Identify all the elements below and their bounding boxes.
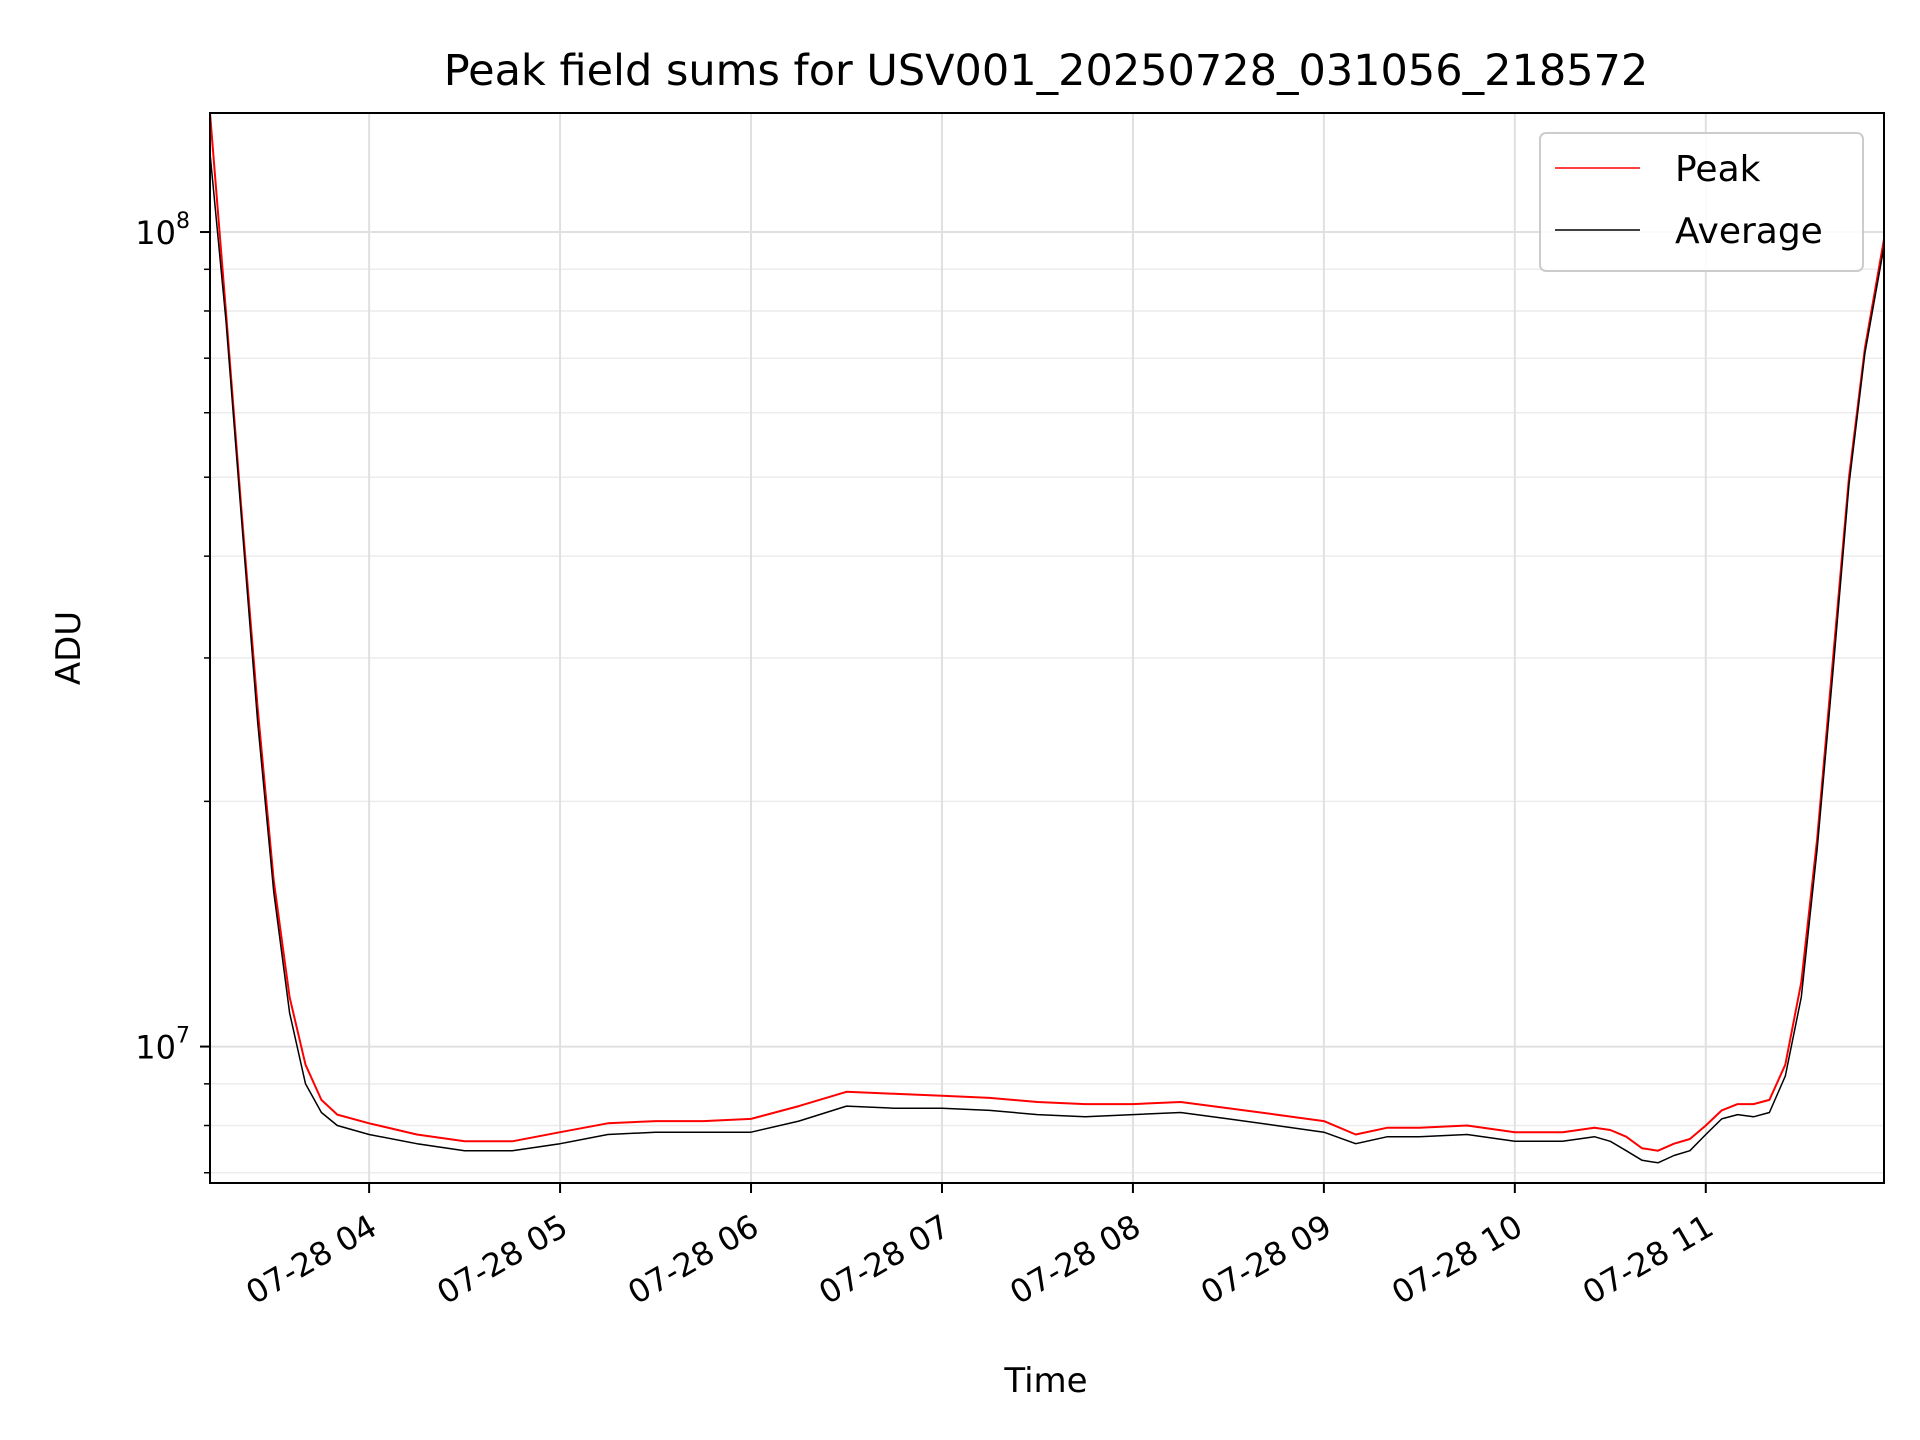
plot-frame [209,112,1885,1184]
y-tick-label: 108 [135,209,190,252]
chart-title: Peak field sums for USV001_20250728_0310… [444,46,1649,96]
legend-average-label: Average [1675,211,1823,252]
y-axis-label: ADU [49,611,89,685]
series-line-peak [209,112,1885,1152]
x-axis-label: Time [1003,1361,1087,1401]
y-axis: 107 108 [135,209,210,1174]
series-line-average [209,153,1885,1164]
y-tick-label: 107 [135,1024,190,1067]
legend: Peak Average [1539,132,1864,272]
legend-peak-label: Peak [1675,149,1761,190]
series-layer [209,112,1885,1164]
